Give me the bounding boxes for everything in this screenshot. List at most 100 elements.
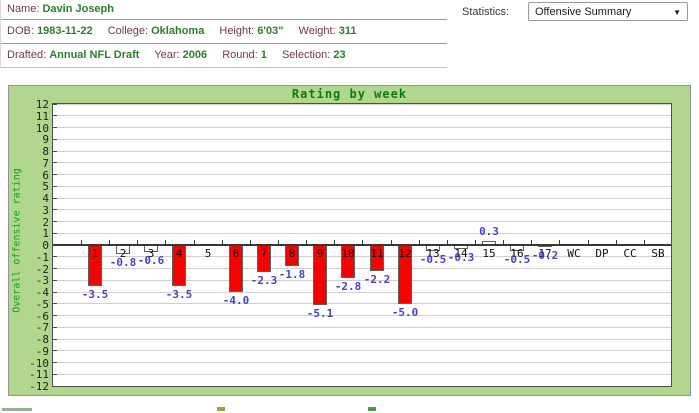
y-tick-label: 1 [42, 227, 49, 241]
y-tick-mark [53, 221, 57, 222]
y-tick-mark [53, 138, 57, 140]
x-tick-mark [334, 240, 335, 244]
chart-title: Rating by week [291, 87, 408, 101]
y-tick-mark [53, 303, 57, 305]
x-tick-label: 4 [175, 247, 183, 260]
x-tick-label: CC [623, 247, 637, 260]
gridline [53, 385, 671, 386]
player-height: 6'03" [257, 25, 284, 37]
bar-value-label: -0.2 [531, 249, 559, 262]
y-tick-label: 10 [35, 121, 49, 135]
y-tick-mark [53, 268, 57, 269]
clipped-text-fragment [217, 407, 225, 411]
gridline [53, 232, 671, 234]
x-tick-mark [391, 240, 392, 244]
y-tick-mark [53, 338, 57, 340]
x-tick-label: 9 [316, 247, 324, 260]
gridline [53, 174, 671, 175]
x-tick-label: DP [595, 247, 609, 260]
y-tick-label: -1 [35, 250, 49, 264]
bar-value-label: -0.8 [109, 256, 137, 269]
height-label: Height: [219, 25, 255, 37]
statistics-selected-option: Offensive Summary [535, 6, 632, 18]
player-draft-selection: 23 [333, 49, 346, 61]
y-tick-mark [53, 373, 57, 375]
y-tick-mark [53, 279, 57, 281]
gridline [53, 338, 671, 340]
player-draft-row: Drafted: Annual NFL Draft Year: 2006 Rou… [1, 44, 447, 68]
x-tick-label: 5 [204, 247, 212, 260]
y-tick-label: -8 [35, 333, 49, 346]
clipped-text-fragment [368, 407, 376, 411]
bar-value-label: -3.5 [165, 288, 193, 301]
gridline [53, 162, 671, 164]
clipped-text-fragment [2, 408, 32, 411]
y-tick-label: -5 [35, 297, 49, 311]
gridline [53, 373, 671, 375]
x-tick-label: 13 [426, 247, 440, 260]
x-tick-mark [644, 240, 645, 244]
gridline [53, 209, 671, 211]
drafted-label: Drafted: [7, 49, 47, 61]
y-tick-label: -10 [29, 356, 49, 370]
y-tick-mark [53, 174, 57, 175]
bar-value-label: -5.1 [306, 307, 334, 320]
y-tick-label: 9 [42, 133, 49, 147]
player-bio-row: DOB: 1983-11-22 College: Oklahoma Height… [1, 20, 447, 44]
x-tick-mark [531, 240, 532, 244]
x-tick-mark [559, 240, 560, 244]
y-tick-label: 4 [42, 192, 49, 205]
y-tick-label: 2 [42, 215, 49, 229]
player-dob: 1983-11-22 [36, 25, 93, 37]
y-tick-label: -3 [35, 274, 49, 288]
statistics-label: Statistics: [462, 6, 510, 18]
x-tick-mark [194, 240, 195, 244]
y-tick-label: 6 [42, 168, 49, 182]
x-tick-label: 8 [288, 247, 296, 260]
x-tick-mark [250, 240, 251, 244]
y-tick-mark [53, 115, 57, 117]
bar-value-label: -2.3 [250, 274, 278, 287]
bar-value-label: -1.8 [278, 268, 306, 281]
player-college: Oklahoma [151, 25, 205, 37]
y-tick-mark [53, 291, 57, 293]
x-tick-mark [81, 240, 82, 244]
y-tick-mark [53, 256, 57, 258]
y-tick-label: -7 [35, 321, 49, 335]
weight-label: Weight: [298, 25, 336, 37]
x-tick-mark [137, 240, 138, 244]
y-tick-label: 3 [42, 203, 49, 217]
player-draft-round: 1 [260, 49, 267, 61]
x-tick-label: 15 [482, 247, 496, 260]
statistics-dropdown[interactable]: Offensive Summary ▼ [528, 2, 688, 21]
gridline [53, 279, 671, 281]
y-tick-label: -11 [29, 368, 49, 382]
gridline [53, 104, 671, 105]
bar-value-label: -0.5 [419, 253, 447, 266]
y-tick-label: 7 [42, 156, 49, 170]
x-tick-label: 11 [370, 247, 384, 260]
gridline [53, 221, 671, 222]
rating-chart: Rating by week Overall offensive rating … [8, 85, 691, 396]
x-tick-mark [109, 240, 110, 244]
x-tick-label: 7 [260, 247, 268, 260]
gridline [53, 315, 671, 316]
y-tick-label: -2 [35, 262, 49, 276]
y-tick-label: 5 [42, 180, 49, 194]
y-tick-mark [53, 362, 57, 363]
gridline [53, 350, 671, 352]
y-tick-label: 8 [42, 145, 49, 158]
gridline [53, 291, 671, 293]
x-tick-label: 1 [91, 247, 99, 260]
y-tick-mark [53, 315, 57, 316]
player-name-row: Name: Davin Joseph [1, 0, 447, 20]
y-tick-mark [53, 127, 57, 128]
y-tick-label: -9 [35, 344, 49, 358]
y-tick-label: 11 [35, 109, 49, 123]
name-label: Name: [7, 3, 40, 15]
round-label: Round: [222, 49, 258, 61]
x-tick-mark [447, 240, 448, 244]
bar-value-label: -2.8 [334, 280, 362, 293]
y-tick-label: 0 [42, 239, 49, 252]
y-tick-mark [53, 162, 57, 164]
